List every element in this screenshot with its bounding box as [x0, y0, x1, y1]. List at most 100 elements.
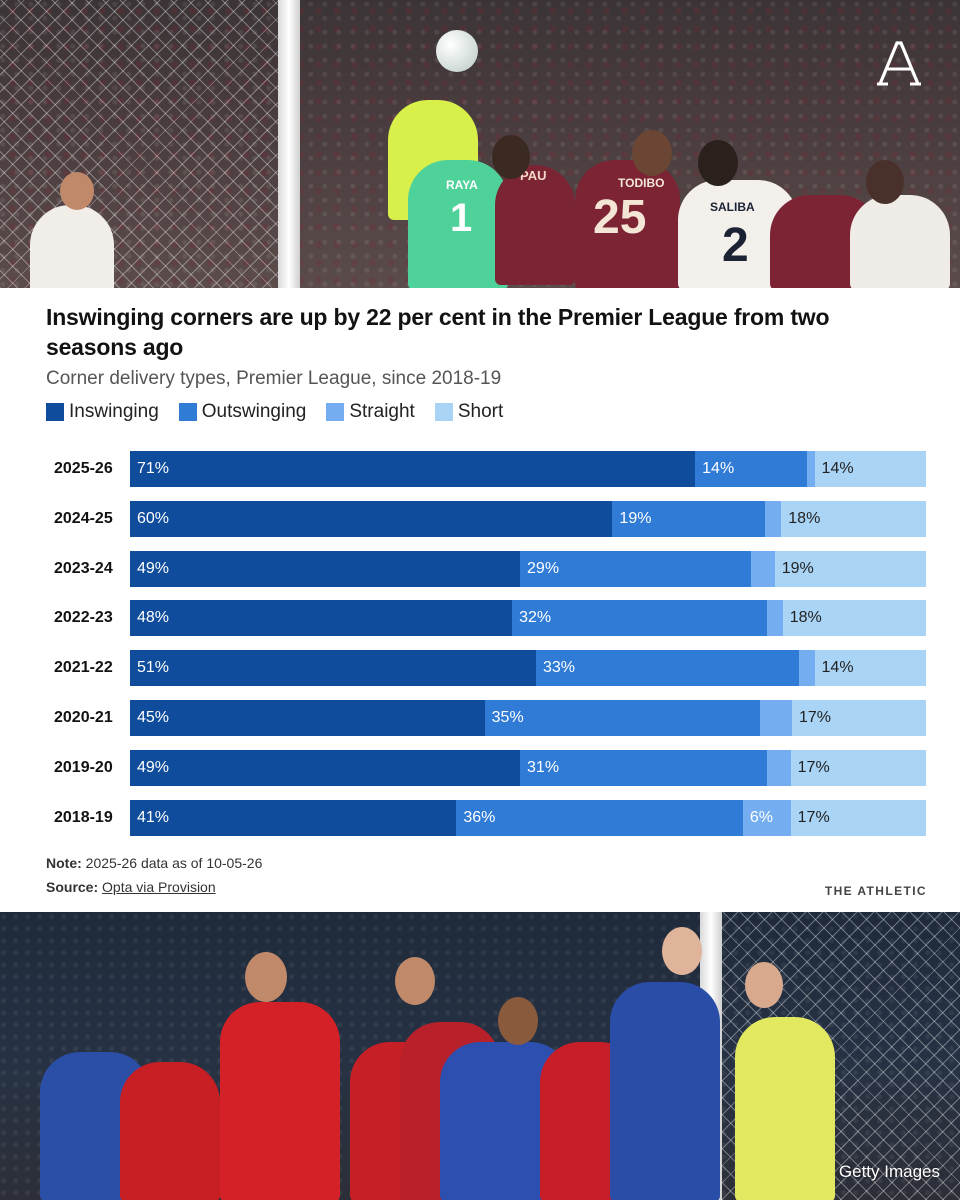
data-label: 48% — [137, 609, 170, 627]
goal-post — [278, 0, 300, 288]
legend-label: Outswinging — [201, 401, 307, 422]
data-label: 19% — [781, 559, 814, 577]
bar-segment-outswinging: 31% — [520, 749, 767, 786]
category-label: 2023-24 — [54, 559, 113, 577]
data-label: 19% — [619, 509, 652, 527]
bar-segment-short: 17% — [791, 700, 926, 736]
bar-segment-short: 14% — [814, 650, 926, 687]
football — [436, 30, 478, 72]
bar-row-2021-22: 2021-22 51% 33% 14% — [0, 650, 960, 687]
data-label: 14% — [821, 659, 854, 677]
bar-segment-inswinging: 41% — [130, 799, 457, 836]
stacked-bar: 41% 36% 6% 17% — [130, 799, 926, 836]
bar-segment-outswinging: 32% — [512, 600, 767, 637]
bar-segment-straight — [766, 600, 783, 637]
player-head — [498, 997, 538, 1045]
stacked-bar: 49% 29% 19% — [130, 550, 926, 587]
note-text: 2025-26 data as of 10-05-26 — [85, 855, 263, 871]
bar-segment-outswinging: 33% — [535, 650, 799, 687]
bar-segment-short: 14% — [814, 451, 926, 487]
data-label: 17% — [797, 758, 830, 776]
legend-item-outswinging: Outswinging — [178, 401, 307, 423]
data-label: 17% — [798, 709, 832, 726]
bar-segment-inswinging: 60% — [130, 500, 613, 537]
legend-item-straight: Straight — [326, 401, 415, 423]
player-head — [632, 130, 672, 176]
shirt-name: PAU — [520, 168, 547, 183]
shirt-name: TODIBO — [618, 176, 665, 190]
data-label: 32% — [519, 609, 552, 627]
source-link[interactable]: Opta via Provision — [102, 879, 216, 895]
bottom-photo: Getty Images — [0, 912, 960, 1200]
shirt-number: 2 — [722, 219, 749, 272]
goalkeeper-figure — [735, 1017, 835, 1200]
bar-segment-short: 19% — [774, 550, 926, 587]
bar-row-2020-21: 2020-21 45% 35% 17% — [0, 700, 960, 736]
player-head — [60, 172, 94, 210]
chart-legend: Inswinging Outswinging Straight Short — [46, 401, 523, 423]
category-label: 2024-25 — [54, 509, 113, 527]
bar-segment-short: 17% — [790, 749, 926, 786]
player-head — [698, 140, 738, 186]
stacked-bar: 49% 31% 17% — [130, 749, 926, 786]
chart-subtitle: Corner delivery types, Premier League, s… — [46, 368, 502, 389]
data-label: 29% — [527, 559, 560, 577]
player-figure — [575, 160, 680, 288]
data-label: 35% — [491, 709, 524, 726]
player-figure — [220, 1002, 340, 1200]
legend-swatch — [46, 403, 64, 421]
top-photo: 1 RAYA PAU 25 TODIBO 2 SALIBA — [0, 0, 960, 288]
bar-segment-straight — [798, 650, 815, 687]
bar-row-2022-23: 2022-23 48% 32% 18% — [0, 600, 960, 637]
category-label: 2025-26 — [54, 460, 113, 477]
shirt-name: RAYA — [446, 178, 478, 192]
bar-segment-inswinging: 51% — [130, 650, 536, 687]
bar-segment-inswinging: 49% — [130, 749, 521, 786]
player-figure — [610, 982, 720, 1200]
photo-credit: Getty Images — [838, 1162, 940, 1181]
player-figure — [30, 205, 114, 288]
category-label: 2022-23 — [54, 609, 113, 627]
category-label: 2021-22 — [54, 659, 113, 677]
bar-segment-straight — [766, 749, 791, 786]
legend-swatch — [326, 403, 345, 421]
bar-segment-inswinging: 49% — [130, 550, 521, 587]
player-head — [745, 962, 783, 1008]
shirt-number: 25 — [593, 191, 647, 244]
bar-segment-straight — [765, 500, 782, 537]
bar-segment-straight: 6% — [742, 799, 791, 836]
goalkeeper-figure — [408, 160, 508, 288]
bar-segment-straight — [760, 700, 792, 736]
category-label: 2019-20 — [54, 758, 113, 776]
player-head — [492, 135, 530, 179]
data-label: 51% — [137, 659, 170, 677]
chart-title: Inswinging corners are up by 22 per cent… — [46, 304, 830, 360]
player-figure — [120, 1062, 220, 1200]
bar-segment-outswinging: 29% — [520, 550, 751, 587]
a-logo-icon — [877, 41, 921, 86]
player-figure — [495, 165, 575, 285]
shirt-name: SALIBA — [710, 200, 755, 214]
bar-row-2025-26: 2025-26 71% 14% 14% — [0, 451, 960, 487]
data-label: 14% — [821, 460, 854, 477]
stacked-bar: 48% 32% 18% — [130, 600, 926, 637]
data-label: 45% — [137, 709, 170, 726]
bar-segment-short: 18% — [782, 600, 926, 637]
legend-swatch — [434, 403, 453, 421]
data-label: 18% — [789, 609, 822, 627]
bar-segment-straight — [750, 550, 775, 587]
bar-row-2019-20: 2019-20 49% 31% 17% — [0, 749, 960, 786]
data-label: 71% — [137, 460, 170, 477]
stacked-bar: 45% 35% 17% — [130, 700, 926, 736]
data-label: 6% — [749, 808, 774, 826]
data-label: 41% — [137, 808, 170, 826]
legend-label: Straight — [349, 401, 415, 422]
player-head — [662, 927, 702, 975]
legend-label: Short — [457, 401, 504, 422]
bar-segment-outswinging: 14% — [695, 451, 807, 487]
bar-segment-straight — [806, 451, 815, 487]
bar-segment-short: 18% — [781, 500, 926, 537]
player-head — [866, 160, 904, 204]
bar-segment-inswinging: 45% — [130, 700, 485, 736]
category-label: 2020-21 — [54, 709, 113, 726]
